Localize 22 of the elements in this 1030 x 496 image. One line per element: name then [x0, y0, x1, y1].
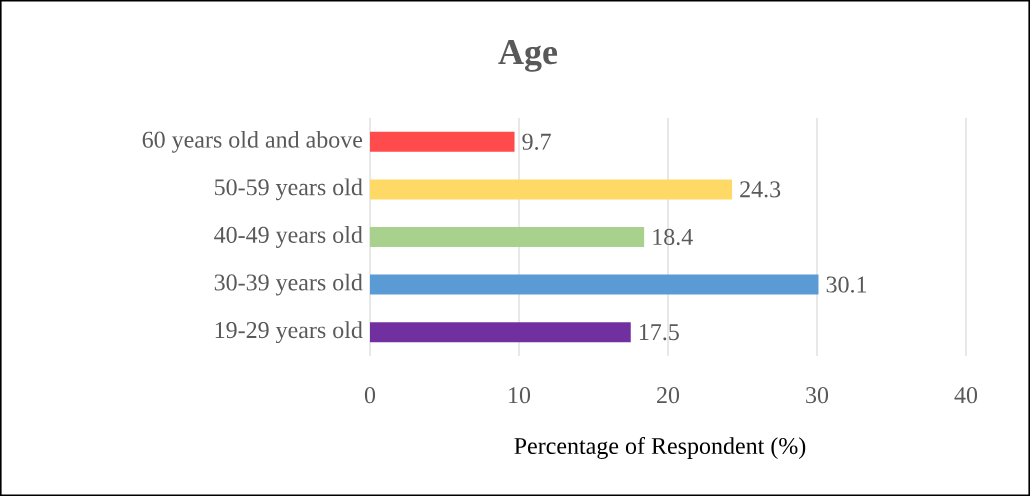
data-label: 9.7 — [522, 133, 551, 150]
bar — [370, 131, 515, 152]
y-tick-label: 60 years old and above — [142, 130, 363, 153]
chart-title: Age — [498, 40, 558, 72]
data-label: 18.4 — [653, 228, 693, 246]
y-tick-label: 30-39 years old — [214, 273, 363, 296]
bar — [370, 322, 631, 343]
x-tick-label: 40 — [954, 387, 978, 404]
x-tick-label: 30 — [806, 387, 829, 404]
bar — [370, 179, 733, 200]
data-label: 24.3 — [740, 181, 781, 198]
data-label: 30.1 — [826, 276, 867, 293]
x-axis-title: Percentage of Respondent (%) — [514, 436, 806, 460]
x-tick-label: 20 — [657, 387, 680, 404]
bar — [370, 274, 819, 295]
y-tick-label: 40-49 years old — [214, 226, 363, 248]
y-tick-label: 50-59 years old — [215, 178, 363, 201]
data-label: 17.5 — [639, 324, 679, 341]
x-tick-label: 10 — [509, 387, 531, 404]
x-tick-label: 0 — [364, 387, 376, 404]
y-tick-label: 19-29 years old — [215, 321, 363, 344]
bar — [370, 226, 645, 247]
